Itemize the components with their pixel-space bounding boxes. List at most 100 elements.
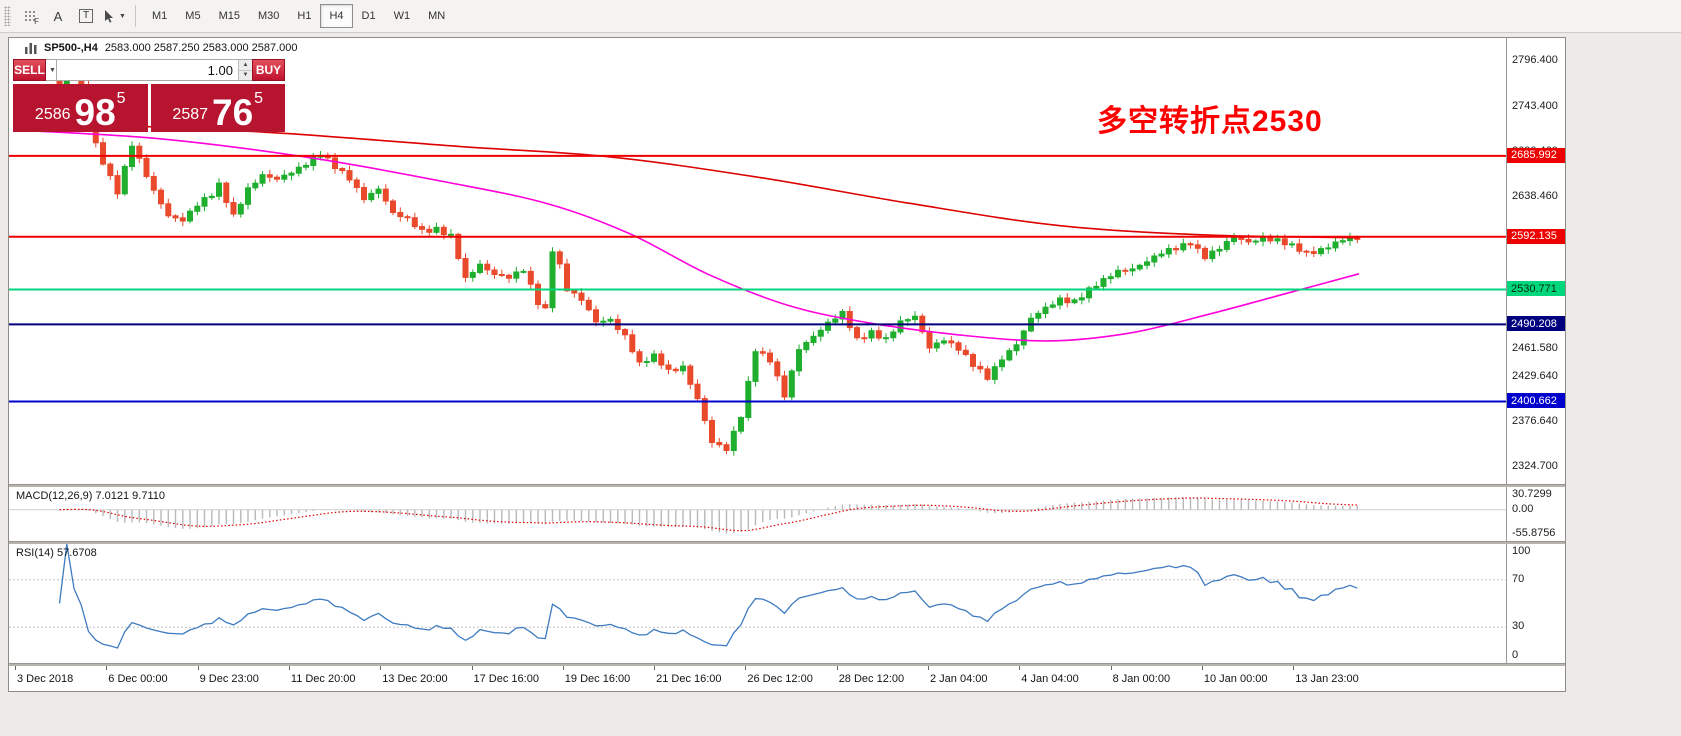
rsi-plot bbox=[9, 544, 1506, 649]
time-axis-tick bbox=[654, 666, 656, 670]
timeframe-button-mn[interactable]: MN bbox=[419, 4, 454, 28]
macd-axis-label: 30.7299 bbox=[1512, 488, 1552, 500]
timeframe-button-m5[interactable]: M5 bbox=[176, 4, 209, 28]
price-level-badge: 2592.135 bbox=[1507, 228, 1565, 244]
time-axis-label: 8 Jan 00:00 bbox=[1112, 673, 1171, 685]
timeframe-button-w1[interactable]: W1 bbox=[385, 4, 420, 28]
toolbar-grip[interactable] bbox=[4, 6, 11, 26]
timeframe-button-d1[interactable]: D1 bbox=[353, 4, 385, 28]
time-axis-label: 10 Jan 00:00 bbox=[1203, 673, 1268, 685]
price-level-badge: 2400.662 bbox=[1507, 393, 1565, 409]
time-axis-tick bbox=[1201, 666, 1203, 670]
pattern-grid-label: F bbox=[34, 17, 39, 26]
macd-canvas[interactable] bbox=[9, 487, 1506, 541]
pattern-grid-icon bbox=[24, 10, 36, 22]
rsi-axis-label: 0 bbox=[1512, 649, 1519, 661]
price-axis-label: 2324.700 bbox=[1512, 459, 1558, 472]
time-axis-label: 21 Dec 16:00 bbox=[656, 673, 722, 685]
sell-price-display[interactable]: 2586 98 5 bbox=[13, 84, 148, 132]
price-level-badge: 2530.771 bbox=[1507, 281, 1565, 297]
chart-annotation-text[interactable]: 多空转折点2530 bbox=[1097, 105, 1323, 138]
one-click-trading-panel: SELL ▼ ▲ ▼ BUY 2586 98 5 bbox=[13, 59, 285, 132]
price-axis-border bbox=[1506, 38, 1507, 666]
time-axis-tick bbox=[1293, 666, 1295, 670]
volume-dropdown[interactable]: ▼ bbox=[46, 59, 57, 81]
timeframe-button-m1[interactable]: M1 bbox=[143, 4, 176, 28]
timeframe-button-m30[interactable]: M30 bbox=[249, 4, 288, 28]
panel-separator[interactable] bbox=[9, 541, 1565, 544]
time-axis-label: 17 Dec 16:00 bbox=[473, 673, 539, 685]
time-axis-tick bbox=[15, 666, 16, 670]
symbol-info: SP500-,H4 2583.000 2587.250 2583.000 258… bbox=[25, 42, 298, 54]
time-axis-label: 3 Dec 2018 bbox=[17, 673, 74, 685]
draw-tools-button[interactable]: ▼ bbox=[101, 4, 127, 28]
volume-box: ▲ ▼ bbox=[56, 59, 252, 81]
time-axis[interactable]: 3 Dec 2018 6 Dec 00:00 9 Dec 23:00 11 Dec 2… bbox=[9, 666, 1565, 691]
price-axis-label: 2638.460 bbox=[1512, 189, 1558, 202]
time-axis-label: 13 Dec 20:00 bbox=[382, 673, 448, 685]
price-level-badge: 2490.208 bbox=[1507, 316, 1565, 332]
toolbar-separator bbox=[135, 5, 136, 27]
sell-button[interactable]: SELL bbox=[13, 59, 47, 81]
top-toolbar: F A T ▼ M1 M5 M15 M30 H1 H4 D1 W1 MN bbox=[0, 0, 1681, 33]
time-axis-tick bbox=[380, 666, 382, 670]
panel-separator[interactable] bbox=[9, 663, 1565, 666]
timeframe-group: M1 M5 M15 M30 H1 H4 D1 W1 MN bbox=[143, 4, 454, 28]
price-axis-label: 2429.640 bbox=[1512, 369, 1558, 382]
buy-button[interactable]: BUY bbox=[251, 59, 285, 81]
one-click-controls: SELL ▼ ▲ ▼ BUY bbox=[13, 59, 285, 81]
timeframe-button-m15[interactable]: M15 bbox=[210, 4, 249, 28]
timeframe-button-h1[interactable]: H1 bbox=[288, 4, 320, 28]
volume-input[interactable] bbox=[56, 60, 238, 80]
time-axis-tick bbox=[197, 666, 199, 670]
chart-icon bbox=[25, 42, 37, 54]
moving-averages bbox=[16, 120, 1360, 342]
sell-price-main: 2586 bbox=[34, 106, 71, 123]
sell-price-frac: 5 bbox=[116, 90, 126, 107]
time-axis-label: 28 Dec 12:00 bbox=[838, 673, 905, 685]
text-t-button[interactable]: T bbox=[73, 4, 99, 28]
rsi-label: RSI(14) 57.6708 bbox=[16, 547, 97, 559]
chart-window: SP500-,H4 2583.000 2587.250 2583.000 258… bbox=[8, 37, 1566, 692]
price-level-badge: 2685.992 bbox=[1507, 147, 1565, 163]
rsi-axis-label: 100 bbox=[1512, 545, 1531, 557]
buy-price-display[interactable]: 2587 76 5 bbox=[150, 84, 285, 133]
text-a-button[interactable]: A bbox=[45, 4, 71, 28]
time-axis-label: 13 Jan 23:00 bbox=[1295, 673, 1359, 685]
timeframe-button-h4[interactable]: H4 bbox=[320, 4, 353, 28]
caret-down-icon: ▼ bbox=[49, 66, 56, 74]
price-axis-label: 2743.400 bbox=[1512, 99, 1558, 112]
volume-increase-button[interactable]: ▲ bbox=[238, 60, 252, 71]
macd-axis-label: 0.00 bbox=[1512, 502, 1534, 515]
price-axis[interactable]: 2796.4002743.4002690.4602638.4602585.460… bbox=[1507, 38, 1565, 666]
rsi-axis-label: 70 bbox=[1512, 572, 1525, 585]
time-axis-label: 11 Dec 20:00 bbox=[290, 673, 356, 685]
time-axis-tick bbox=[1019, 666, 1021, 670]
ma-slow-line bbox=[16, 120, 1360, 239]
volume-decrease-button[interactable]: ▼ bbox=[238, 70, 252, 80]
ma-fast-line bbox=[16, 129, 1360, 342]
price-axis-label: 2796.400 bbox=[1512, 53, 1558, 66]
time-axis-tick bbox=[928, 666, 929, 670]
cursor-arrow-icon bbox=[105, 10, 114, 23]
horizontal-level-lines bbox=[9, 154, 1506, 403]
price-axis-label: 2376.640 bbox=[1512, 415, 1558, 428]
caret-down-icon: ▼ bbox=[119, 12, 126, 20]
buy-price-main: 2587 bbox=[172, 106, 209, 123]
one-click-prices: 2586 98 5 2587 76 5 bbox=[13, 84, 285, 132]
price-chart-canvas[interactable] bbox=[9, 38, 1506, 484]
time-axis-tick bbox=[106, 666, 108, 670]
buy-price-pips: 76 bbox=[212, 91, 254, 133]
time-axis-tick bbox=[562, 666, 564, 670]
macd-plot bbox=[9, 497, 1506, 534]
time-axis-tick bbox=[288, 666, 290, 670]
pattern-grid-button[interactable]: F bbox=[17, 4, 43, 28]
time-axis-label: 6 Dec 00:00 bbox=[108, 673, 168, 685]
panel-separator[interactable] bbox=[9, 484, 1565, 487]
rsi-axis-label: 30 bbox=[1512, 620, 1525, 633]
time-axis-tick bbox=[745, 666, 747, 670]
letter-a-icon: A bbox=[53, 8, 63, 24]
rsi-canvas[interactable] bbox=[9, 544, 1506, 663]
time-axis-label: 19 Dec 16:00 bbox=[564, 673, 631, 685]
